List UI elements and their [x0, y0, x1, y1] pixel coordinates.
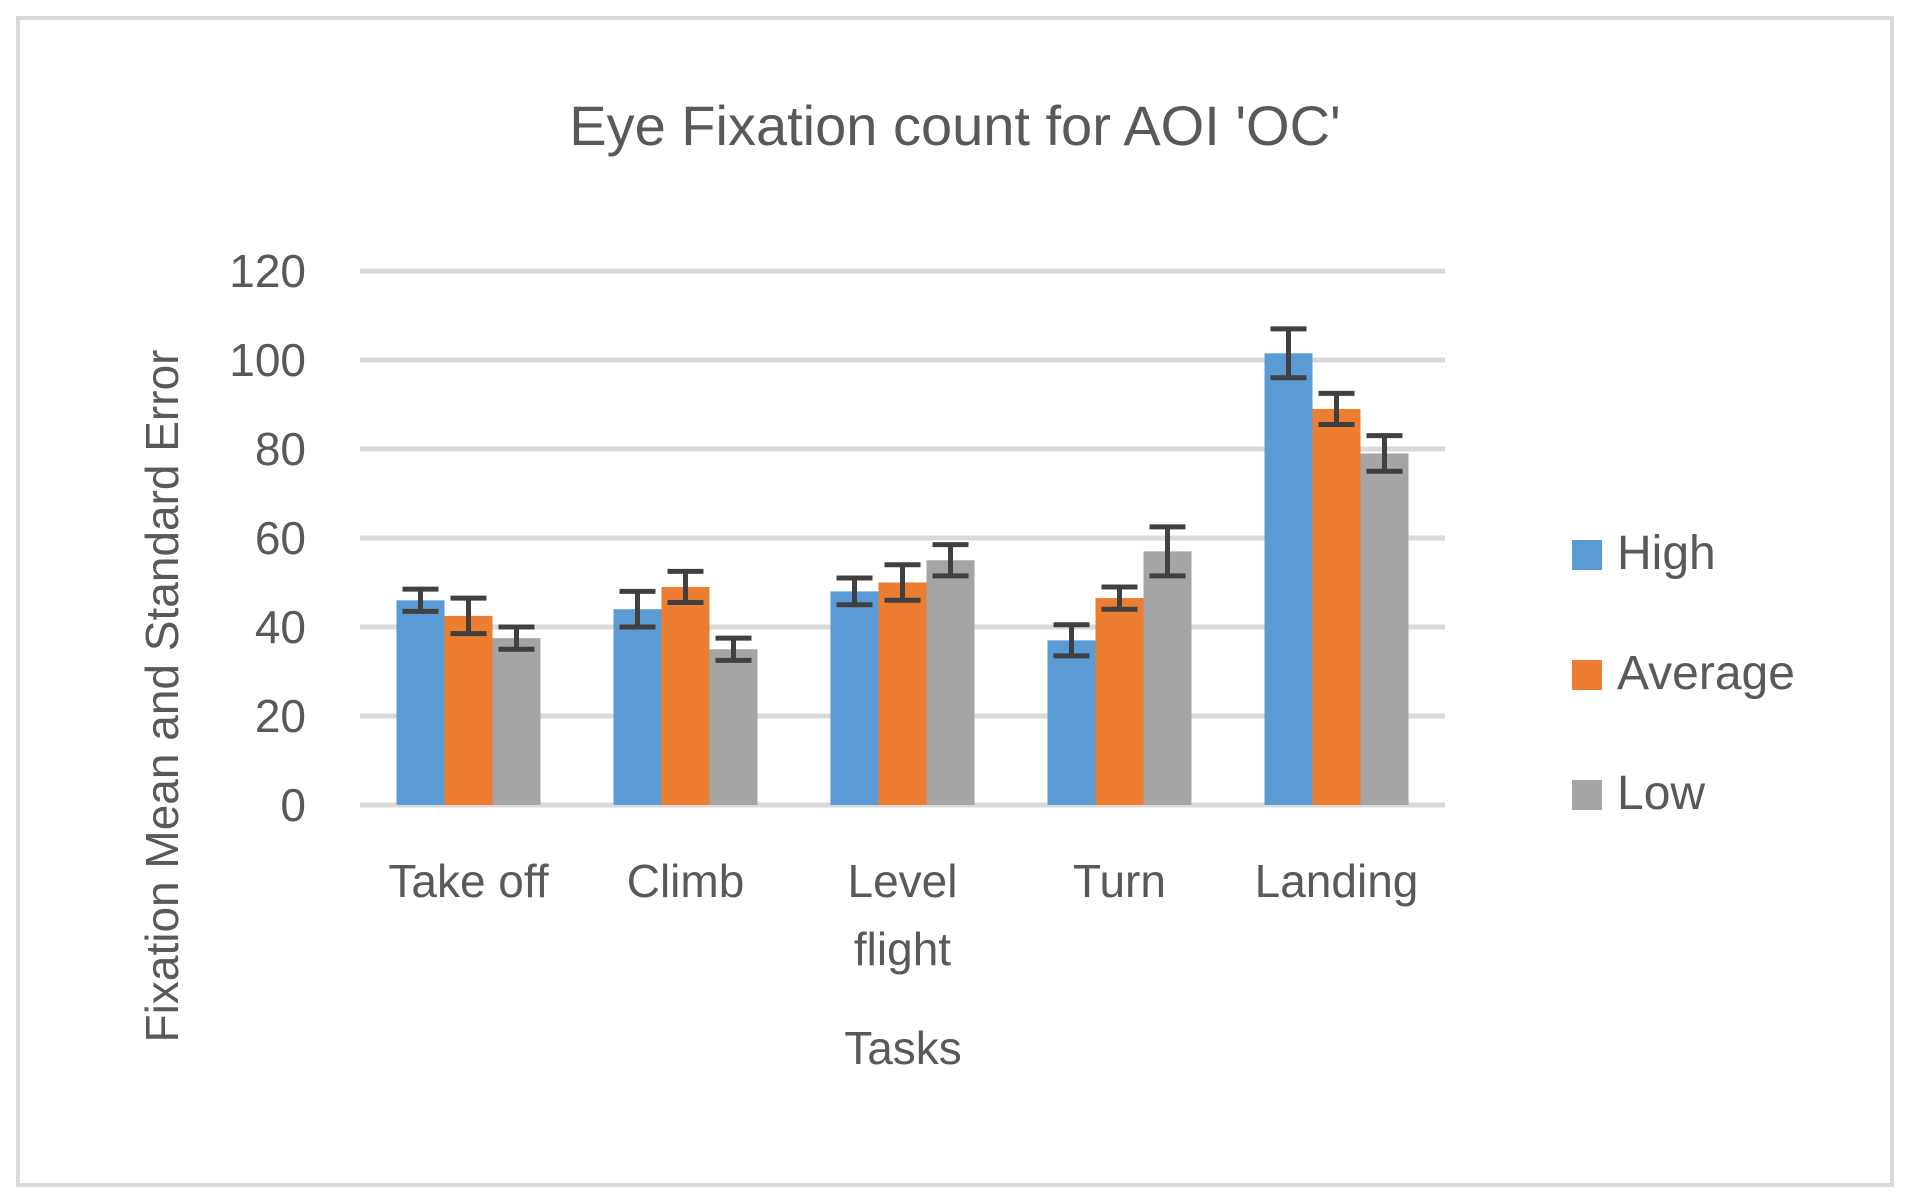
legend: High Average Low [1572, 527, 1795, 820]
bar-average [661, 586, 710, 805]
legend-label-low: Low [1617, 767, 1705, 820]
gridlines [360, 268, 1445, 808]
bar-average [878, 582, 927, 805]
y-tick-label: 60 [255, 512, 306, 564]
bar-high [396, 600, 445, 805]
y-tick-label: 20 [255, 690, 306, 742]
bar-low [492, 638, 541, 805]
y-tick-label: 80 [255, 423, 306, 475]
chart-title: Eye Fixation count for AOI 'OC' [569, 94, 1340, 157]
y-tick-label: 100 [229, 334, 306, 386]
legend-swatch-high [1572, 540, 1602, 570]
y-tick-label: 0 [280, 779, 306, 831]
x-tick-labels: Take off Climb Level flight Turn Landing [388, 855, 1418, 975]
x-tick-label: Take off [388, 855, 548, 907]
bar-high [1047, 640, 1096, 805]
bar-high [613, 609, 662, 805]
error-bars [402, 326, 1403, 663]
bar-low [1143, 551, 1192, 805]
bar-low [926, 560, 975, 805]
x-axis-label: Tasks [844, 1022, 962, 1074]
y-tick-label: 40 [255, 601, 306, 653]
legend-label-average: Average [1617, 647, 1795, 700]
bar-low [709, 649, 758, 805]
bar-average [1095, 598, 1144, 805]
bar-average [1312, 408, 1361, 805]
x-tick-label: Climb [627, 855, 745, 907]
legend-label-high: High [1617, 527, 1716, 580]
x-tick-label: Landing [1255, 855, 1419, 907]
x-tick-label: Turn [1073, 855, 1166, 907]
x-tick-label: flight [854, 923, 951, 975]
y-tick-labels: 0 20 40 60 80 100 120 [229, 245, 306, 831]
legend-swatch-average [1572, 660, 1602, 690]
y-axis-label: Fixation Mean and Standard Error [136, 350, 188, 1043]
y-tick-label: 120 [229, 245, 306, 297]
bar-low [1360, 453, 1409, 805]
legend-swatch-low [1572, 780, 1602, 810]
x-tick-label: Level [848, 855, 958, 907]
bar-high [830, 591, 879, 805]
bar-high [1264, 353, 1313, 805]
bar-average [444, 615, 493, 805]
bars [396, 353, 1409, 805]
